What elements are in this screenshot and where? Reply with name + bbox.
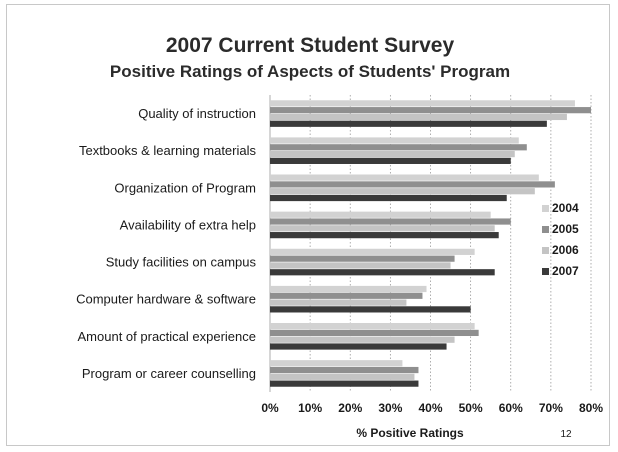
bar-2006-2	[270, 150, 515, 158]
bar-2006-8	[270, 373, 415, 380]
bars	[270, 100, 591, 387]
category-label-7: Amount of practical experience	[78, 329, 256, 344]
bar-2004-2	[270, 137, 519, 144]
bar-2007-8	[270, 380, 419, 387]
slide-frame	[6, 4, 610, 446]
bar-2004-8	[270, 360, 403, 367]
legend: 2004 2005 2006 2007	[542, 201, 579, 278]
chart-subtitle: Positive Ratings of Aspects of Students'…	[110, 62, 510, 81]
x-axis-title: % Positive Ratings	[356, 426, 464, 440]
legend-label-2006: 2006	[552, 243, 579, 257]
category-label-8: Program or career counselling	[82, 366, 256, 381]
legend-label-2005: 2005	[552, 222, 579, 236]
bar-2006-5	[270, 262, 451, 269]
x-tick-20pct: 20%	[338, 401, 362, 415]
category-labels: Quality of instruction Textbooks & learni…	[76, 106, 256, 381]
bar-2006-6	[270, 299, 407, 306]
bar-2005-3	[270, 181, 555, 188]
legend-label-2004: 2004	[552, 201, 579, 215]
bar-2005-7	[270, 329, 479, 337]
bar-2006-1	[270, 113, 567, 121]
bar-2006-4	[270, 225, 495, 232]
bar-2004-5	[270, 248, 475, 255]
bar-2004-3	[270, 174, 539, 181]
x-tick-40pct: 40%	[418, 401, 442, 415]
category-label-6: Computer hardware & software	[76, 292, 256, 307]
bar-2005-4	[270, 218, 511, 225]
legend-swatch-2007	[542, 268, 549, 275]
category-label-1: Quality of instruction	[138, 106, 256, 121]
x-tick-30pct: 30%	[378, 401, 402, 415]
bar-2005-1	[270, 107, 591, 114]
x-tick-0pct: 0%	[261, 401, 279, 415]
x-tick-70pct: 70%	[539, 401, 563, 415]
x-tick-60pct: 60%	[499, 401, 523, 415]
category-label-3: Organization of Program	[114, 180, 256, 195]
x-tick-10pct: 10%	[298, 401, 322, 415]
category-label-2: Textbooks & learning materials	[79, 143, 257, 158]
bar-2005-2	[270, 144, 527, 151]
bar-2005-6	[270, 292, 423, 299]
bar-2004-7	[270, 323, 475, 330]
bar-2007-5	[270, 269, 495, 276]
legend-swatch-2006	[542, 247, 549, 254]
bar-2006-7	[270, 336, 455, 343]
bar-2007-1	[270, 120, 547, 127]
category-label-5: Study facilities on campus	[106, 255, 257, 270]
x-tick-labels: 0% 10% 20% 30% 40% 50% 60% 70% 80%	[261, 401, 603, 415]
page-number: 12	[560, 429, 572, 440]
bar-2007-2	[270, 157, 511, 164]
bar-2007-4	[270, 232, 499, 239]
bar-2005-8	[270, 366, 419, 374]
bar-2007-3	[270, 194, 507, 202]
bar-2005-5	[270, 255, 455, 262]
legend-swatch-2004	[542, 205, 549, 212]
category-label-4: Availability of extra help	[120, 217, 256, 232]
bar-2007-6	[270, 306, 471, 313]
legend-label-2007: 2007	[552, 264, 579, 278]
x-tick-80pct: 80%	[579, 401, 603, 415]
bar-2004-4	[270, 211, 491, 218]
bar-2007-7	[270, 343, 447, 350]
chart-title: 2007 Current Student Survey	[166, 34, 455, 57]
x-tick-50pct: 50%	[459, 401, 483, 415]
bar-2006-3	[270, 188, 535, 195]
legend-swatch-2005	[542, 226, 549, 233]
bar-2004-6	[270, 285, 427, 293]
bar-2004-1	[270, 100, 575, 107]
